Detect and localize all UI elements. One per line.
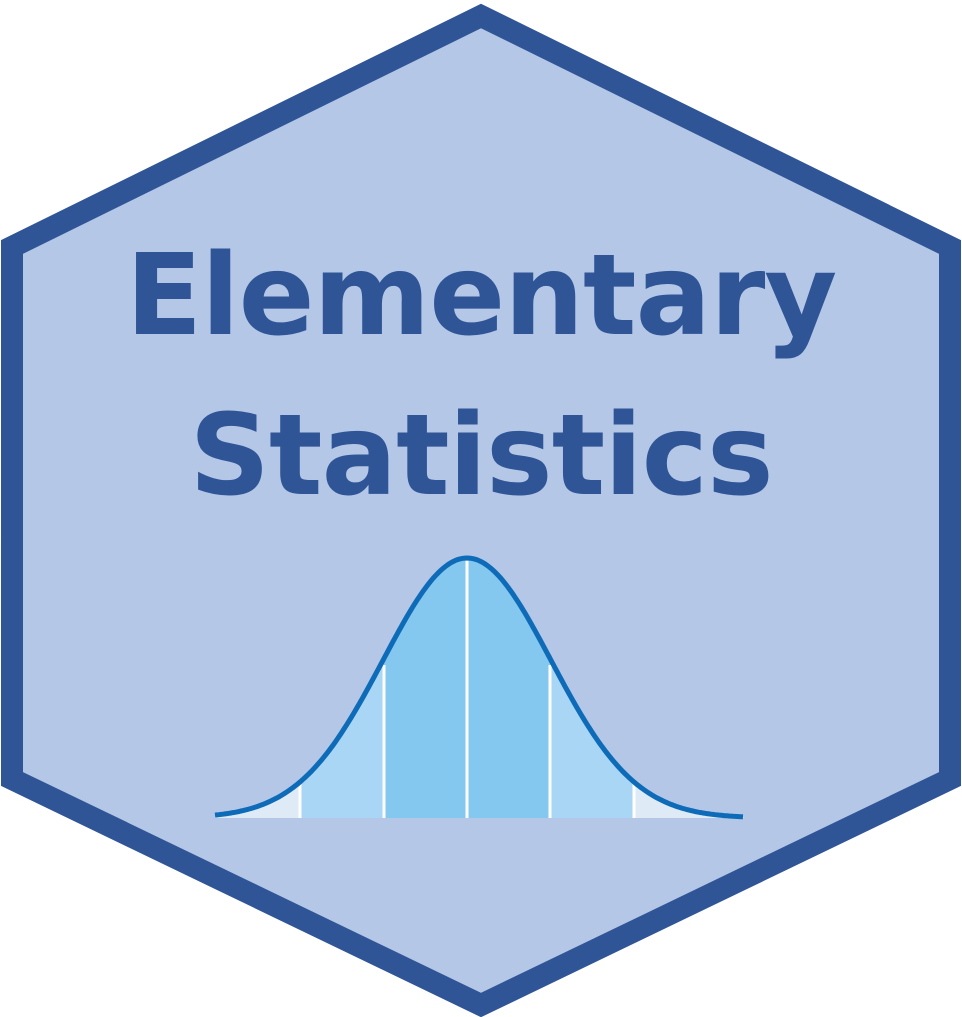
curve-outline	[214, 555, 744, 820]
title-line-2: Statistics	[189, 391, 773, 521]
title-line-1: Elementary	[125, 231, 838, 361]
hexagon-shape	[1, 3, 961, 1017]
